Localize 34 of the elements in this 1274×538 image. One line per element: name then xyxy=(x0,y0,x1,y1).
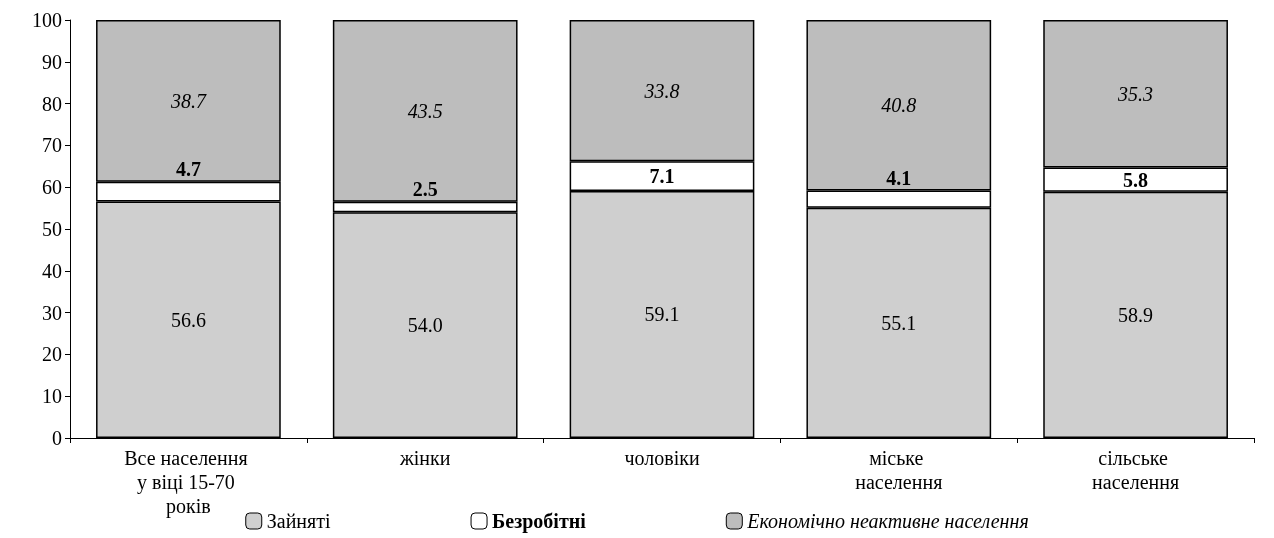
legend-label: Економічно неактивне населення xyxy=(746,510,1029,532)
data-label: 38.7 xyxy=(169,89,207,112)
y-tick-label: 20 xyxy=(42,343,62,366)
y-tick-label: 30 xyxy=(42,301,62,324)
data-label: 40.8 xyxy=(881,94,917,117)
data-label: 58.9 xyxy=(1118,303,1154,326)
y-tick-label: 40 xyxy=(42,259,62,282)
data-label: 5.8 xyxy=(1123,168,1149,191)
y-tick-label: 100 xyxy=(32,9,62,31)
y-tick-label: 90 xyxy=(42,50,62,73)
x-tick-label: сільське населення xyxy=(1092,447,1180,493)
data-label: 43.5 xyxy=(407,99,443,122)
data-label: 33.8 xyxy=(643,79,680,102)
y-tick-label: 80 xyxy=(42,92,62,115)
data-label: 4.1 xyxy=(886,166,912,189)
y-tick-label: 0 xyxy=(52,427,62,449)
data-label: 7.1 xyxy=(649,165,675,188)
y-tick-label: 10 xyxy=(42,385,62,408)
data-label: 56.6 xyxy=(170,308,206,331)
y-tick-label: 60 xyxy=(42,176,62,199)
legend-label: Зайняті xyxy=(266,510,331,532)
legend-label: Безробітні xyxy=(492,510,587,533)
data-label: 55.1 xyxy=(881,311,917,334)
x-tick-label: міське населення xyxy=(855,447,943,493)
data-label: 35.3 xyxy=(1117,82,1154,105)
data-label: 2.5 xyxy=(412,177,438,200)
x-tick-label: жінки xyxy=(398,447,451,469)
y-tick-label: 50 xyxy=(42,218,62,240)
data-label: 54.0 xyxy=(407,314,443,337)
data-label: 59.1 xyxy=(644,303,680,326)
data-label: 4.7 xyxy=(175,157,201,180)
x-tick-label: Все населення у віці 15-70 років xyxy=(124,447,253,518)
y-tick-label: 70 xyxy=(42,134,62,157)
x-tick-label: чоловіки xyxy=(624,447,700,469)
